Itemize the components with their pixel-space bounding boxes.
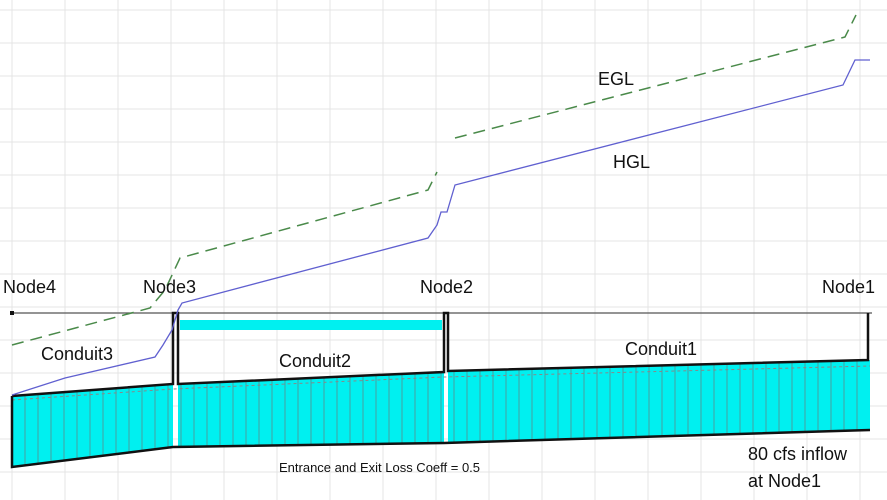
conduit-invert	[10, 396, 871, 469]
section-lines	[24, 360, 858, 466]
node1-label: Node1	[822, 277, 876, 297]
conduit3-water	[12, 384, 173, 467]
conduit2-label: Conduit2	[279, 351, 352, 371]
conduit1-water	[448, 360, 870, 443]
loss-coeff-note: Entrance and Exit Loss Coeff = 0.5	[279, 460, 481, 475]
node2-label: Node2	[420, 277, 474, 297]
conduit3-label: Conduit3	[41, 344, 114, 364]
egl-line-2	[454, 14, 857, 139]
node2-node3-water-bar	[180, 320, 442, 330]
conduit1-label: Conduit1	[625, 339, 698, 359]
egl-label: EGL	[598, 69, 635, 89]
hgl-line	[11, 59, 870, 396]
crown-dotted-line	[11, 365, 871, 401]
hgl-label: HGL	[613, 152, 651, 172]
inflow-note-line2: at Node1	[748, 471, 822, 491]
conduit-crown	[11, 311, 870, 398]
node4-label: Node4	[3, 277, 57, 297]
node4-marker	[10, 311, 14, 315]
node3-label: Node3	[143, 277, 197, 297]
inflow-note-line1: 80 cfs inflow	[748, 444, 848, 464]
egl-line-1	[11, 171, 438, 346]
